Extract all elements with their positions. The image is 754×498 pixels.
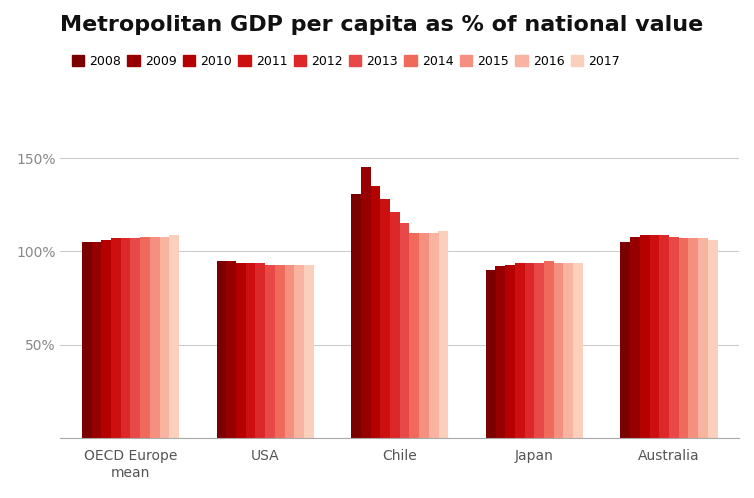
Bar xyxy=(111,239,121,438)
Bar xyxy=(429,233,439,438)
Bar xyxy=(140,237,150,438)
Bar xyxy=(544,261,553,438)
Bar xyxy=(630,237,640,438)
Legend: 2008, 2009, 2010, 2011, 2012, 2013, 2014, 2015, 2016, 2017: 2008, 2009, 2010, 2011, 2012, 2013, 2014… xyxy=(66,50,625,73)
Bar xyxy=(351,194,361,438)
Bar xyxy=(621,242,630,438)
Text: Metropolitan GDP per capita as % of national value: Metropolitan GDP per capita as % of nati… xyxy=(60,15,703,35)
Bar xyxy=(390,212,400,438)
Bar xyxy=(130,239,140,438)
Bar xyxy=(400,224,409,438)
Bar xyxy=(361,167,371,438)
Bar xyxy=(101,240,111,438)
Bar xyxy=(169,235,179,438)
Bar xyxy=(370,186,380,438)
Bar xyxy=(294,264,304,438)
Bar xyxy=(82,242,92,438)
Bar xyxy=(159,237,169,438)
Bar xyxy=(265,264,274,438)
Bar xyxy=(698,239,708,438)
Bar xyxy=(688,239,698,438)
Bar xyxy=(495,266,505,438)
Bar xyxy=(380,199,390,438)
Bar xyxy=(121,239,130,438)
Bar xyxy=(515,263,525,438)
Bar xyxy=(274,264,284,438)
Bar xyxy=(486,270,495,438)
Bar xyxy=(535,263,544,438)
Bar xyxy=(226,261,236,438)
Bar xyxy=(553,263,563,438)
Bar xyxy=(438,231,448,438)
Bar xyxy=(236,263,246,438)
Bar xyxy=(679,239,688,438)
Bar xyxy=(649,235,659,438)
Bar xyxy=(525,263,535,438)
Bar xyxy=(409,233,419,438)
Bar xyxy=(304,264,314,438)
Bar xyxy=(708,240,718,438)
Bar xyxy=(284,264,294,438)
Bar xyxy=(505,264,515,438)
Bar xyxy=(563,263,573,438)
Bar xyxy=(659,235,669,438)
Bar xyxy=(573,263,583,438)
Bar xyxy=(91,242,101,438)
Bar xyxy=(216,261,226,438)
Bar xyxy=(246,263,256,438)
Bar xyxy=(150,237,160,438)
Bar xyxy=(256,263,265,438)
Bar xyxy=(640,235,650,438)
Bar xyxy=(419,233,429,438)
Bar xyxy=(669,237,679,438)
